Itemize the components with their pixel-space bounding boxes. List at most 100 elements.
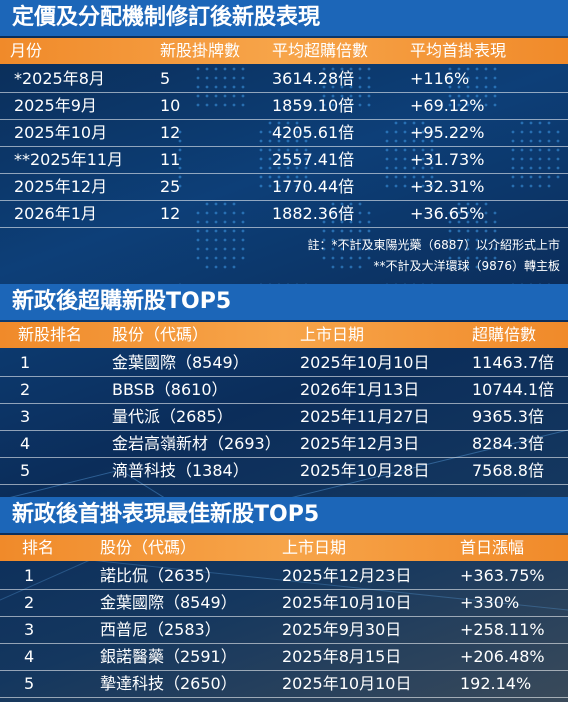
cell-rank: 2 xyxy=(20,380,31,399)
cell-date: 2025年12月23日 xyxy=(282,566,412,585)
cell-oversub: 4205.61倍 xyxy=(272,123,355,142)
header-stock: 股份（代碼） xyxy=(100,538,197,557)
cell-date: 2025年11月27日 xyxy=(300,407,430,426)
section1-header: 月份 新股掛牌數 平均超購倍數 平均首掛表現 xyxy=(0,38,568,64)
header-debut: 平均首掛表現 xyxy=(410,41,507,60)
cell-date: 2025年12月3日 xyxy=(300,434,420,453)
cell-rank: 3 xyxy=(24,620,35,639)
cell-oversub: 1770.44倍 xyxy=(272,177,355,196)
cell-date: 2025年9月30日 xyxy=(282,620,402,639)
cell-date: 2025年10月10日 xyxy=(300,353,430,372)
cell-stock: 銀諾醫藥（2591） xyxy=(100,647,237,666)
cell-month: 2025年10月 xyxy=(14,123,108,142)
table-row: 3 量代派（2685） 2025年11月27日 9365.3倍 xyxy=(0,404,568,431)
cell-oversub: 10744.1倍 xyxy=(472,380,555,399)
cell-rank: 5 xyxy=(24,674,35,693)
cell-oversub: 1859.10倍 xyxy=(272,96,355,115)
header-date: 上市日期 xyxy=(300,325,365,344)
table-row: 3 西普尼（2583） 2025年9月30日 +258.11% xyxy=(0,617,568,644)
table-row: 5 摯達科技（2650） 2025年10月10日 192.14% xyxy=(0,671,568,698)
cell-count: 11 xyxy=(160,150,181,169)
section1-title: 定價及分配機制修訂後新股表現 xyxy=(0,0,568,36)
cell-count: 12 xyxy=(160,204,181,223)
header-rank: 排名 xyxy=(22,538,55,557)
cell-count: 12 xyxy=(160,123,181,142)
cell-oversub: 7568.8倍 xyxy=(472,461,544,480)
cell-debut: +31.73% xyxy=(410,150,485,169)
cell-oversub: 8284.3倍 xyxy=(472,434,544,453)
cell-count: 25 xyxy=(160,177,181,196)
cell-stock: 滴普科技（1384） xyxy=(112,461,249,480)
cell-gain: +258.11% xyxy=(460,620,545,639)
cell-month: 2025年12月 xyxy=(14,177,108,196)
cell-month: 2026年1月 xyxy=(14,204,97,223)
cell-rank: 1 xyxy=(20,353,31,372)
table-row: *2025年8月 5 3614.28倍 +116% xyxy=(0,66,568,93)
table-row: 2025年10月 12 4205.61倍 +95.22% xyxy=(0,120,568,147)
section2-header: 新股排名 股份（代碼） 上市日期 超購倍數 xyxy=(0,322,568,348)
table-row: 4 金岩高嶺新材（2693） 2025年12月3日 8284.3倍 xyxy=(0,431,568,458)
table-row: 2026年1月 12 1882.36倍 +36.65% xyxy=(0,201,568,228)
table-row: 5 滴普科技（1384） 2025年10月28日 7568.8倍 xyxy=(0,458,568,485)
header-gain: 首日漲幅 xyxy=(460,538,525,557)
cell-month: *2025年8月 xyxy=(14,69,105,88)
cell-stock: 金岩高嶺新材（2693） xyxy=(112,434,281,453)
cell-rank: 5 xyxy=(20,461,31,480)
table-row: 1 金葉國際（8549） 2025年10月10日 11463.7倍 xyxy=(0,350,568,377)
cell-gain: +206.48% xyxy=(460,647,545,666)
cell-date: 2025年8月15日 xyxy=(282,647,402,666)
cell-oversub: 1882.36倍 xyxy=(272,204,355,223)
cell-stock: 諾比侃（2635） xyxy=(100,566,221,585)
cell-debut: +116% xyxy=(410,69,470,88)
cell-debut: +36.65% xyxy=(410,204,485,223)
cell-stock: 摯達科技（2650） xyxy=(100,674,237,693)
cell-rank: 4 xyxy=(24,647,35,666)
cell-gain: 192.14% xyxy=(460,674,532,693)
cell-stock: 金葉國際（8549） xyxy=(100,593,237,612)
cell-oversub: 9365.3倍 xyxy=(472,407,544,426)
cell-date: 2026年1月13日 xyxy=(300,380,420,399)
cell-oversub: 2557.41倍 xyxy=(272,150,355,169)
cell-rank: 4 xyxy=(20,434,31,453)
cell-oversub: 11463.7倍 xyxy=(472,353,555,372)
cell-stock: 西普尼（2583） xyxy=(100,620,221,639)
cell-debut: +95.22% xyxy=(410,123,485,142)
cell-date: 2025年10月28日 xyxy=(300,461,430,480)
cell-count: 5 xyxy=(160,69,171,88)
table-row: 2 BBSB（8610） 2026年1月13日 10744.1倍 xyxy=(0,377,568,404)
header-stock: 股份（代碼） xyxy=(112,325,209,344)
cell-count: 10 xyxy=(160,96,181,115)
section3-title: 新政後首掛表現最佳新股TOP5 xyxy=(0,497,568,533)
header-date: 上市日期 xyxy=(282,538,347,557)
cell-oversub: 3614.28倍 xyxy=(272,69,355,88)
cell-debut: +32.31% xyxy=(410,177,485,196)
header-oversub: 超購倍數 xyxy=(472,325,537,344)
cell-debut: +69.12% xyxy=(410,96,485,115)
cell-rank: 1 xyxy=(24,566,35,585)
cell-gain: +363.75% xyxy=(460,566,545,585)
cell-month: **2025年11月 xyxy=(14,150,124,169)
header-oversub: 平均超購倍數 xyxy=(272,41,369,60)
note-1: 註：*不計及東陽光藥（6887）以介紹形式上市 xyxy=(307,238,560,252)
header-count: 新股掛牌數 xyxy=(160,41,241,60)
section2-title: 新政後超購新股TOP5 xyxy=(0,284,568,320)
cell-stock: BBSB（8610） xyxy=(112,380,228,399)
cell-gain: +330% xyxy=(460,593,520,612)
cell-month: 2025年9月 xyxy=(14,96,97,115)
cell-date: 2025年10月10日 xyxy=(282,593,412,612)
table-row: 1 諾比侃（2635） 2025年12月23日 +363.75% xyxy=(0,563,568,590)
table-row: 2025年12月 25 1770.44倍 +32.31% xyxy=(0,174,568,201)
header-month: 月份 xyxy=(10,41,43,60)
cell-rank: 3 xyxy=(20,407,31,426)
table-row: 2 金葉國際（8549） 2025年10月10日 +330% xyxy=(0,590,568,617)
header-rank: 新股排名 xyxy=(18,325,83,344)
cell-rank: 2 xyxy=(24,593,35,612)
table-row: **2025年11月 11 2557.41倍 +31.73% xyxy=(0,147,568,174)
cell-date: 2025年10月10日 xyxy=(282,674,412,693)
cell-stock: 量代派（2685） xyxy=(112,407,233,426)
table-row: 4 銀諾醫藥（2591） 2025年8月15日 +206.48% xyxy=(0,644,568,671)
cell-stock: 金葉國際（8549） xyxy=(112,353,249,372)
section3-header: 排名 股份（代碼） 上市日期 首日漲幅 xyxy=(0,535,568,561)
note-2: **不計及大洋環球（9876）轉主板 xyxy=(373,259,560,273)
